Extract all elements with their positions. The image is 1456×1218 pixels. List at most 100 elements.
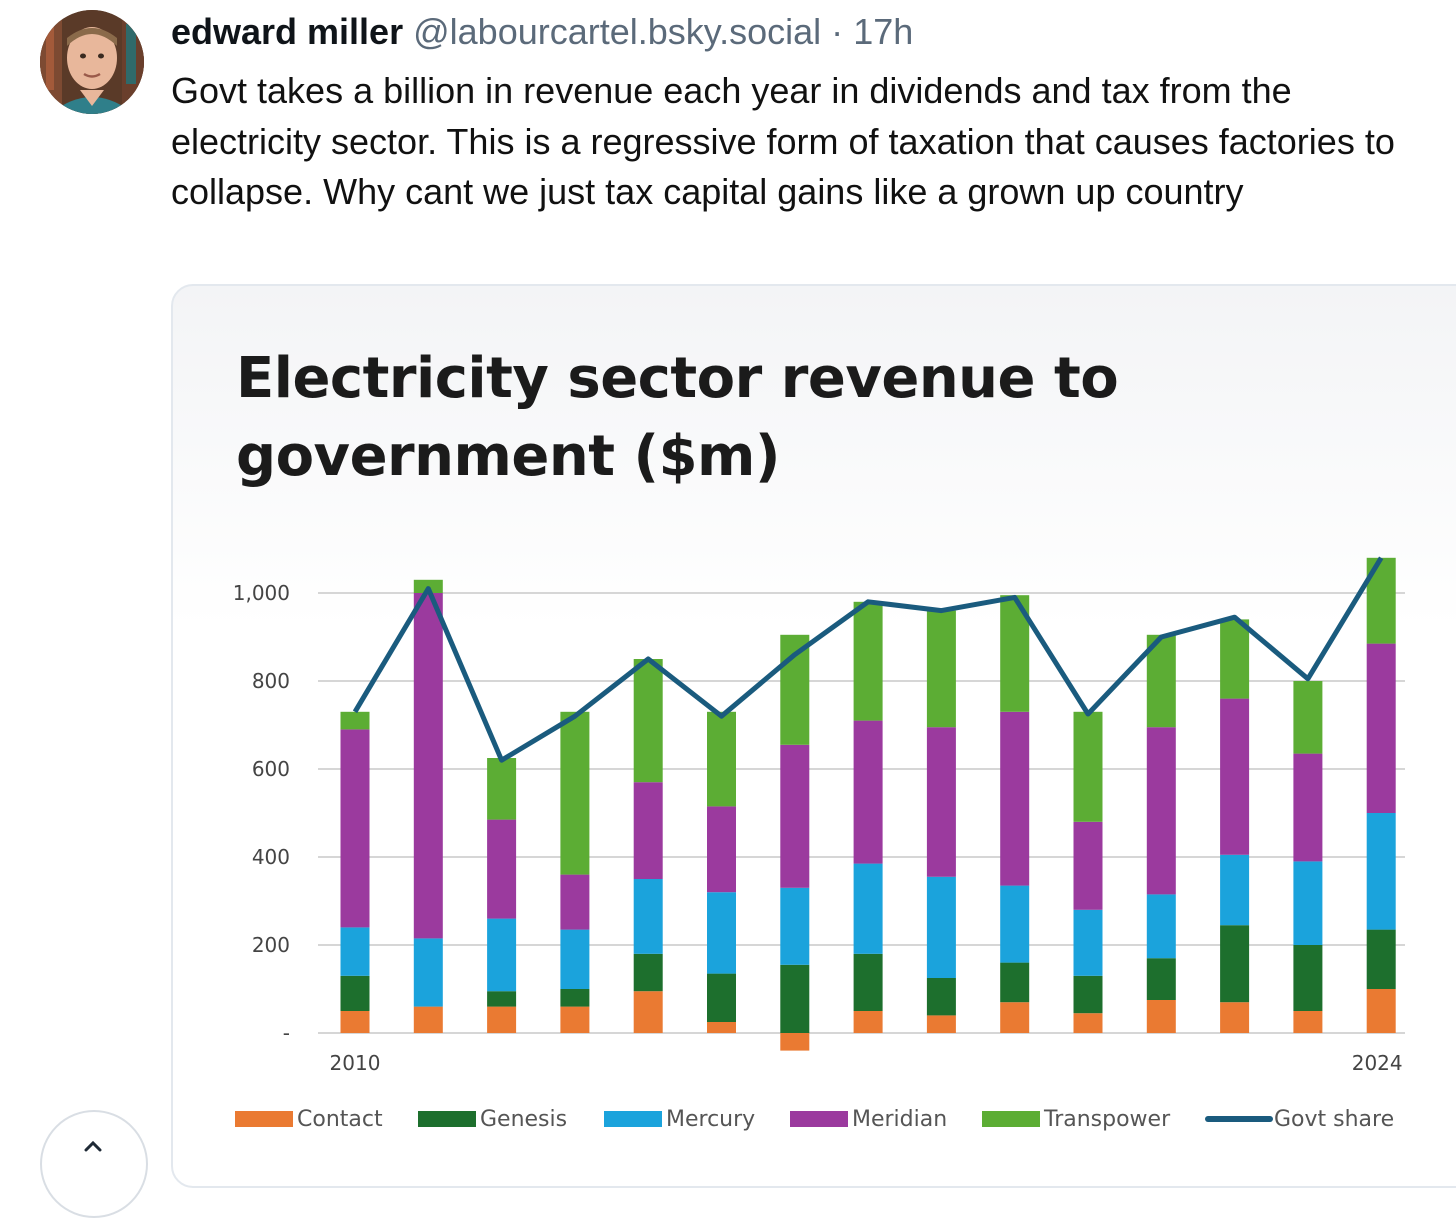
bar-segment	[413, 593, 443, 939]
bar-segment	[340, 1011, 370, 1033]
bar-segment	[853, 863, 883, 954]
legend-swatch	[604, 1111, 662, 1127]
bar-segment	[780, 744, 810, 888]
bar-segment	[1366, 929, 1396, 989]
bar-segment	[1146, 727, 1176, 895]
y-tick-label: 600	[252, 757, 290, 781]
author-handle[interactable]: @labourcartel.bsky.social	[413, 11, 822, 52]
bar-segment	[1073, 711, 1103, 822]
bar-segment	[1220, 925, 1250, 1003]
bar-segment	[1293, 681, 1323, 754]
bar-segment	[853, 1011, 883, 1033]
avatar[interactable]	[40, 10, 144, 114]
header-separator: ·	[831, 11, 844, 52]
chevron-up-icon	[84, 1140, 102, 1152]
bar-segment	[1366, 643, 1396, 813]
bar-segment	[707, 711, 736, 807]
bar-segment	[633, 659, 663, 783]
post-timestamp[interactable]: 17h	[853, 11, 914, 52]
bar-segment	[926, 1015, 956, 1033]
bar-segment	[1220, 698, 1250, 855]
bar-segment	[853, 720, 883, 864]
bar-segment	[487, 1006, 517, 1033]
bar-segment	[1073, 975, 1103, 1014]
bar-segment	[560, 929, 590, 989]
bar-segment	[1220, 619, 1250, 699]
post-text: Govt takes a billion in revenue each yea…	[171, 70, 1395, 212]
post-header: edward miller @labourcartel.bsky.social …	[171, 10, 913, 54]
bar-segment	[780, 634, 810, 745]
bar-segment	[1073, 1013, 1103, 1033]
bar-segment	[1220, 1002, 1250, 1033]
bar-segment	[1073, 909, 1103, 976]
bar-segment	[1073, 821, 1103, 910]
bar-segment	[413, 938, 443, 1007]
legend-label: Mercury	[666, 1107, 755, 1132]
bar-segment	[1366, 813, 1396, 930]
bar-segment	[1293, 1011, 1323, 1033]
bar-segment	[1220, 854, 1250, 926]
bar-segment	[780, 964, 810, 1033]
bar-segment	[1293, 945, 1323, 1011]
y-tick-label: 800	[252, 669, 290, 693]
bar-segment	[853, 953, 883, 1011]
bar-segment	[1366, 989, 1396, 1033]
bar-segment	[1000, 885, 1030, 963]
y-tick-label: 400	[252, 845, 290, 869]
chart-title: Electricity sector revenue to government…	[236, 346, 1119, 489]
legend-label: Govt share	[1274, 1107, 1394, 1132]
bar-segment	[560, 711, 590, 875]
bar-segment	[1000, 962, 1030, 1003]
bar-segment	[340, 927, 370, 976]
legend-label: Transpower	[1043, 1107, 1171, 1132]
bar-segment	[560, 874, 590, 930]
y-tick-label: -	[283, 1021, 290, 1045]
y-tick-label: 1,000	[233, 581, 290, 605]
legend-swatch	[982, 1111, 1040, 1127]
legend-swatch	[790, 1111, 848, 1127]
bar-segment	[560, 1006, 590, 1033]
bar-segment	[413, 1006, 443, 1033]
bar-segment	[1000, 1002, 1030, 1033]
bar-segment	[487, 991, 517, 1007]
govt-share-line	[352, 556, 1384, 763]
bar-segment	[707, 806, 736, 893]
legend-label: Meridian	[852, 1107, 947, 1132]
scroll-to-top-button[interactable]	[40, 1110, 148, 1218]
bar-segment	[340, 729, 370, 928]
bar-segment	[926, 727, 956, 877]
bar-segment	[1146, 894, 1176, 959]
x-tick-label: 2024	[1352, 1051, 1403, 1075]
bar-segment	[707, 892, 736, 974]
bar-segment	[340, 711, 370, 730]
legend-label: Genesis	[480, 1107, 567, 1132]
bar-segment	[780, 1033, 810, 1051]
bar-segment	[1146, 958, 1176, 1000]
bar-segment	[1293, 753, 1323, 862]
legend-label: Contact	[297, 1107, 383, 1132]
bar-segment	[633, 782, 663, 879]
author-name[interactable]: edward miller	[171, 11, 404, 52]
bar-segment	[1293, 861, 1323, 945]
bar-segment	[707, 973, 736, 1022]
bar-segment	[926, 610, 956, 728]
bar-segment	[707, 1022, 736, 1033]
legend-swatch	[235, 1111, 293, 1127]
bar-segment	[853, 601, 883, 721]
y-tick-label: 200	[252, 933, 290, 957]
bar-segment	[487, 918, 517, 992]
bar-segment	[633, 879, 663, 954]
legend-swatch	[418, 1111, 476, 1127]
bar-segment	[1000, 711, 1030, 886]
bar-segment	[1146, 1000, 1176, 1033]
bar-segment	[926, 876, 956, 978]
bar-segment	[487, 819, 517, 919]
bar-segment	[633, 953, 663, 992]
bar-segment	[340, 975, 370, 1011]
bar-segment	[926, 978, 956, 1016]
bar-segment	[633, 991, 663, 1033]
stacked-bar-chart: - 200 400 600 800 1,000 2010 2024 Contact Genesis…	[233, 556, 1405, 1132]
bar-segment	[780, 887, 810, 965]
bar-segment	[560, 989, 590, 1007]
bar-segment	[487, 758, 517, 820]
